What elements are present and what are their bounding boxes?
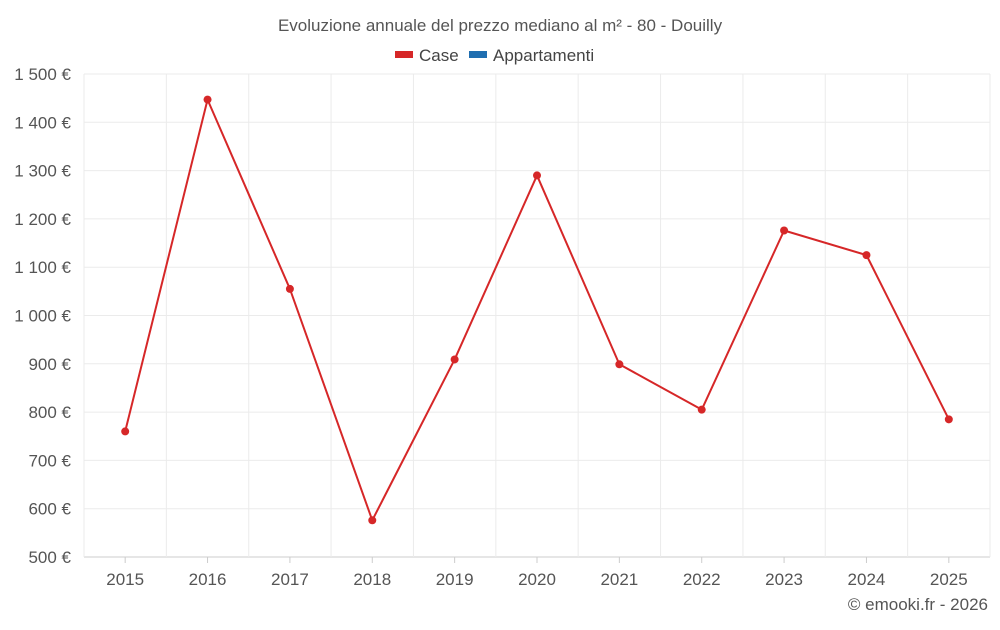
data-point[interactable]	[862, 251, 871, 260]
x-tick-label: 2015	[106, 570, 144, 589]
chart-title: Evoluzione annuale del prezzo mediano al…	[278, 16, 723, 35]
x-tick-label: 2024	[848, 570, 886, 589]
y-tick-label: 800 €	[28, 403, 71, 422]
data-point[interactable]	[615, 360, 624, 369]
x-tick-label: 2022	[683, 570, 721, 589]
legend-label-case: Case	[419, 46, 459, 65]
y-tick-label: 1 100 €	[14, 258, 71, 277]
x-tick-label: 2016	[189, 570, 227, 589]
x-tick-label: 2021	[600, 570, 638, 589]
x-tick-label: 2017	[271, 570, 309, 589]
legend-item-appartamenti[interactable]: Appartamenti	[469, 46, 594, 65]
y-tick-label: 1 500 €	[14, 65, 71, 84]
data-point[interactable]	[944, 415, 953, 424]
data-point[interactable]	[285, 284, 294, 293]
data-point[interactable]	[697, 405, 706, 414]
x-axis: 2015 2016 2017 2018 2019 2020 2021 2022 2023 2024…	[106, 557, 968, 589]
credit: © emooki.fr - 2026	[848, 595, 988, 614]
y-axis: 500 € 600 € 700 € 800 € 900 € 1 000 € 1 100 € 1…	[14, 65, 71, 567]
legend-label-appartamenti: Appartamenti	[493, 46, 594, 65]
grid	[83, 73, 991, 558]
y-tick-label: 600 €	[28, 500, 71, 519]
legend-swatch-appartamenti	[469, 51, 487, 58]
y-tick-label: 1 400 €	[14, 113, 71, 132]
data-point[interactable]	[780, 226, 789, 235]
y-tick-label: 900 €	[28, 355, 71, 374]
data-point[interactable]	[121, 427, 130, 436]
data-point[interactable]	[203, 95, 212, 104]
y-tick-label: 700 €	[28, 451, 71, 470]
x-tick-label: 2020	[518, 570, 556, 589]
y-tick-label: 500 €	[28, 548, 71, 567]
x-tick-label: 2025	[930, 570, 968, 589]
legend: Case Appartamenti	[395, 46, 594, 65]
data-point[interactable]	[450, 355, 459, 364]
x-tick-label: 2019	[436, 570, 474, 589]
legend-item-case[interactable]: Case	[395, 46, 459, 65]
y-tick-label: 1 200 €	[14, 210, 71, 229]
y-tick-label: 1 300 €	[14, 162, 71, 181]
data-point[interactable]	[533, 171, 541, 180]
x-tick-label: 2023	[765, 570, 803, 589]
series-layer	[121, 95, 953, 525]
x-tick-label: 2018	[353, 570, 391, 589]
legend-swatch-case	[395, 51, 413, 58]
y-tick-label: 1 000 €	[14, 307, 71, 326]
data-point[interactable]	[368, 516, 377, 525]
